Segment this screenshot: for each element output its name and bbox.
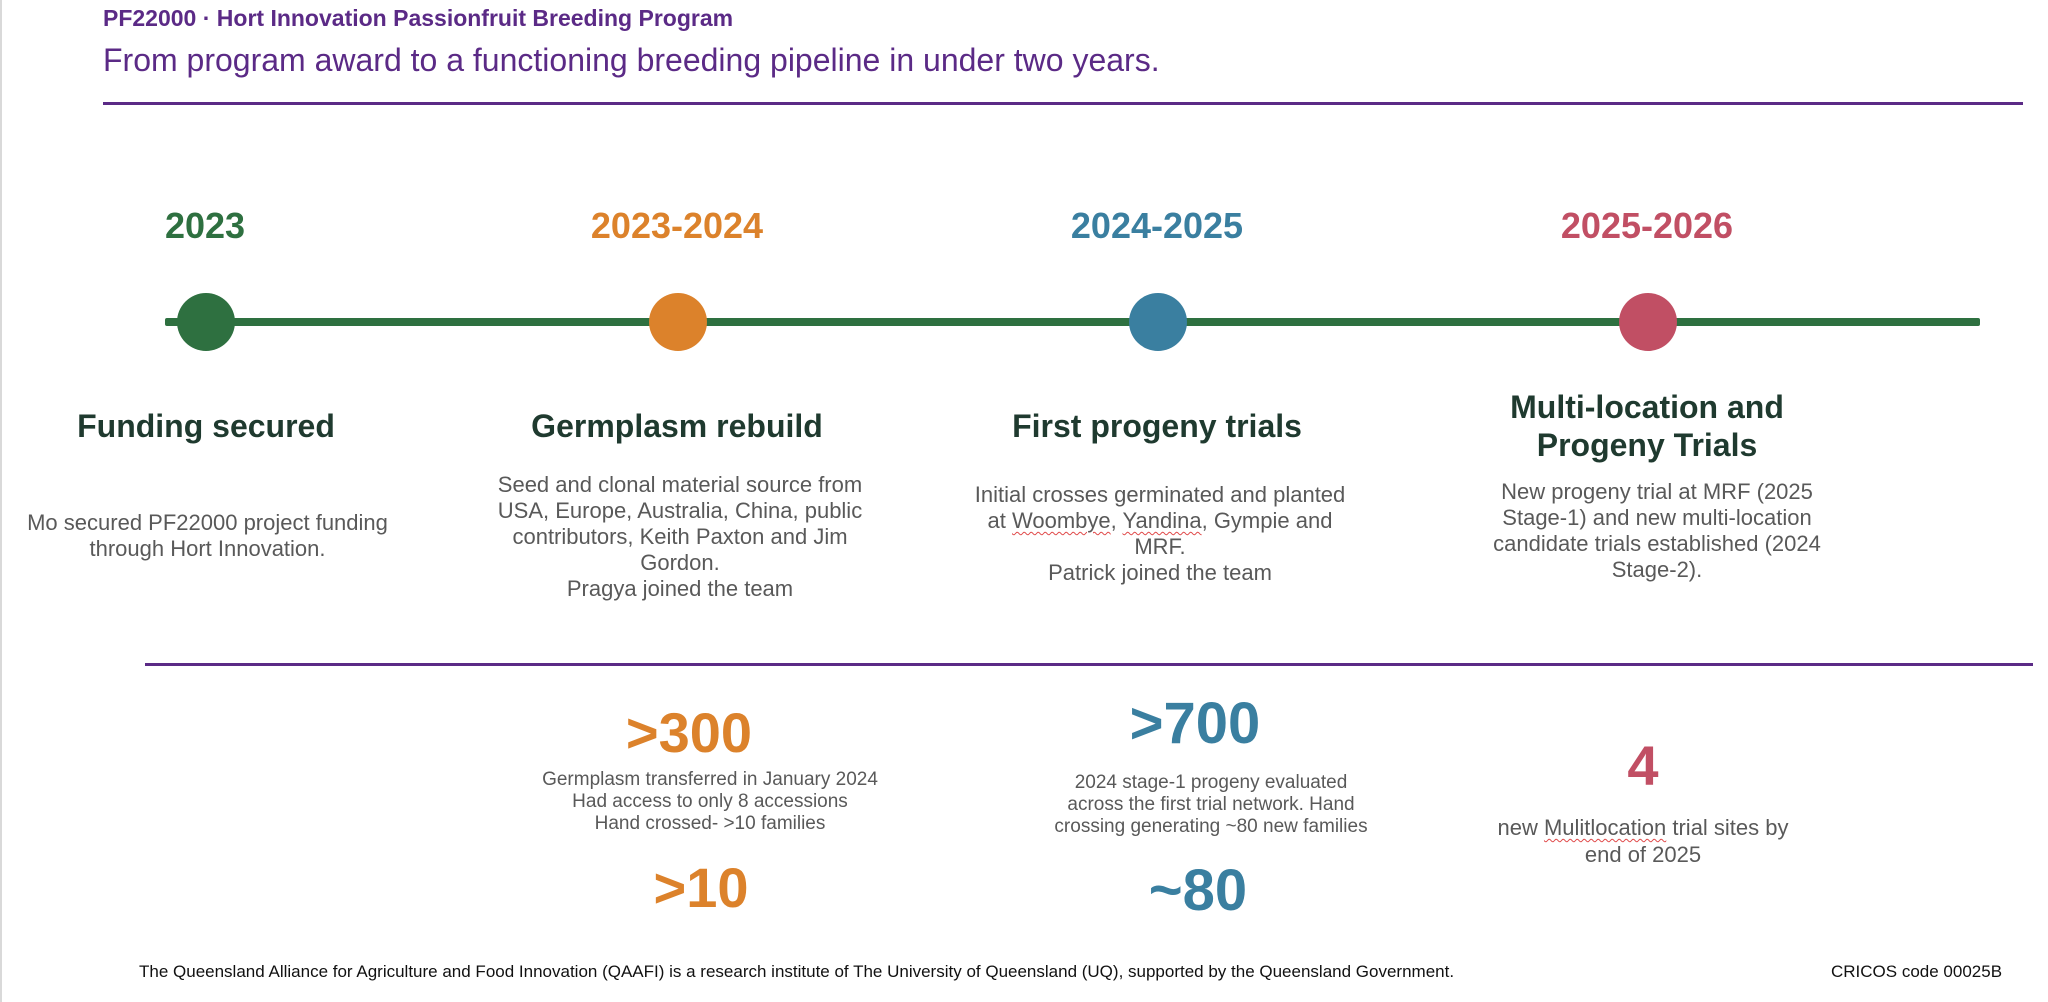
timeline-dot-2023	[177, 293, 235, 351]
top-divider	[103, 102, 2023, 105]
timeline-line	[165, 318, 1980, 326]
stage-title-germplasm: Germplasm rebuild	[531, 408, 823, 444]
stat-sites-desc: new Mulitlocation trial sites by end of …	[1497, 815, 1789, 867]
stage-desc-funding: Mo secured PF22000 project funding throu…	[27, 510, 388, 561]
stat-germplasm-desc: Germplasm transferred in January 2024 Ha…	[542, 769, 878, 834]
footer-cricos-code: CRICOS code 00025B	[1831, 962, 2003, 981]
stage-desc-germplasm: Seed and clonal material source from USA…	[497, 472, 863, 601]
stat-new-families-value: ~80	[1148, 858, 1248, 923]
stage-desc-multilocation: New progeny trial at MRF (2025 Stage-1) …	[1493, 479, 1821, 582]
year-label-2023-2024: 2023-2024	[590, 205, 764, 246]
stat-germplasm-value: >300	[625, 701, 753, 764]
program-kicker: PF22000 · Hort Innovation Passionfruit B…	[103, 5, 734, 31]
stat-progeny-desc: 2024 stage-1 progeny evaluated across th…	[1054, 772, 1368, 837]
year-label-2025-2026: 2025-2026	[1560, 205, 1734, 246]
stat-progeny-value: >700	[1129, 691, 1261, 756]
stage-title-multilocation: Multi-location and Progeny Trials	[1510, 389, 1784, 463]
stat-sites-value: 4	[1627, 734, 1659, 797]
stage-desc-progeny: Initial crosses germinated and planted a…	[974, 482, 1346, 585]
stage-title-progeny: First progeny trials	[1012, 408, 1302, 444]
timeline-dot-2024-2025	[1129, 293, 1187, 351]
timeline-dot-2023-2024	[649, 293, 707, 351]
stat-families-value: >10	[653, 856, 749, 919]
stage-title-funding: Funding secured	[77, 408, 335, 444]
timeline-dot-2025-2026	[1619, 293, 1677, 351]
slide-headline: From program award to a functioning bree…	[103, 42, 1160, 78]
slide-left-border	[0, 0, 2, 1002]
footer-institute-statement: The Queensland Alliance for Agriculture …	[139, 962, 1455, 981]
year-label-2023: 2023	[164, 205, 246, 246]
mid-divider	[145, 663, 2033, 666]
year-label-2024-2025: 2024-2025	[1070, 205, 1244, 246]
